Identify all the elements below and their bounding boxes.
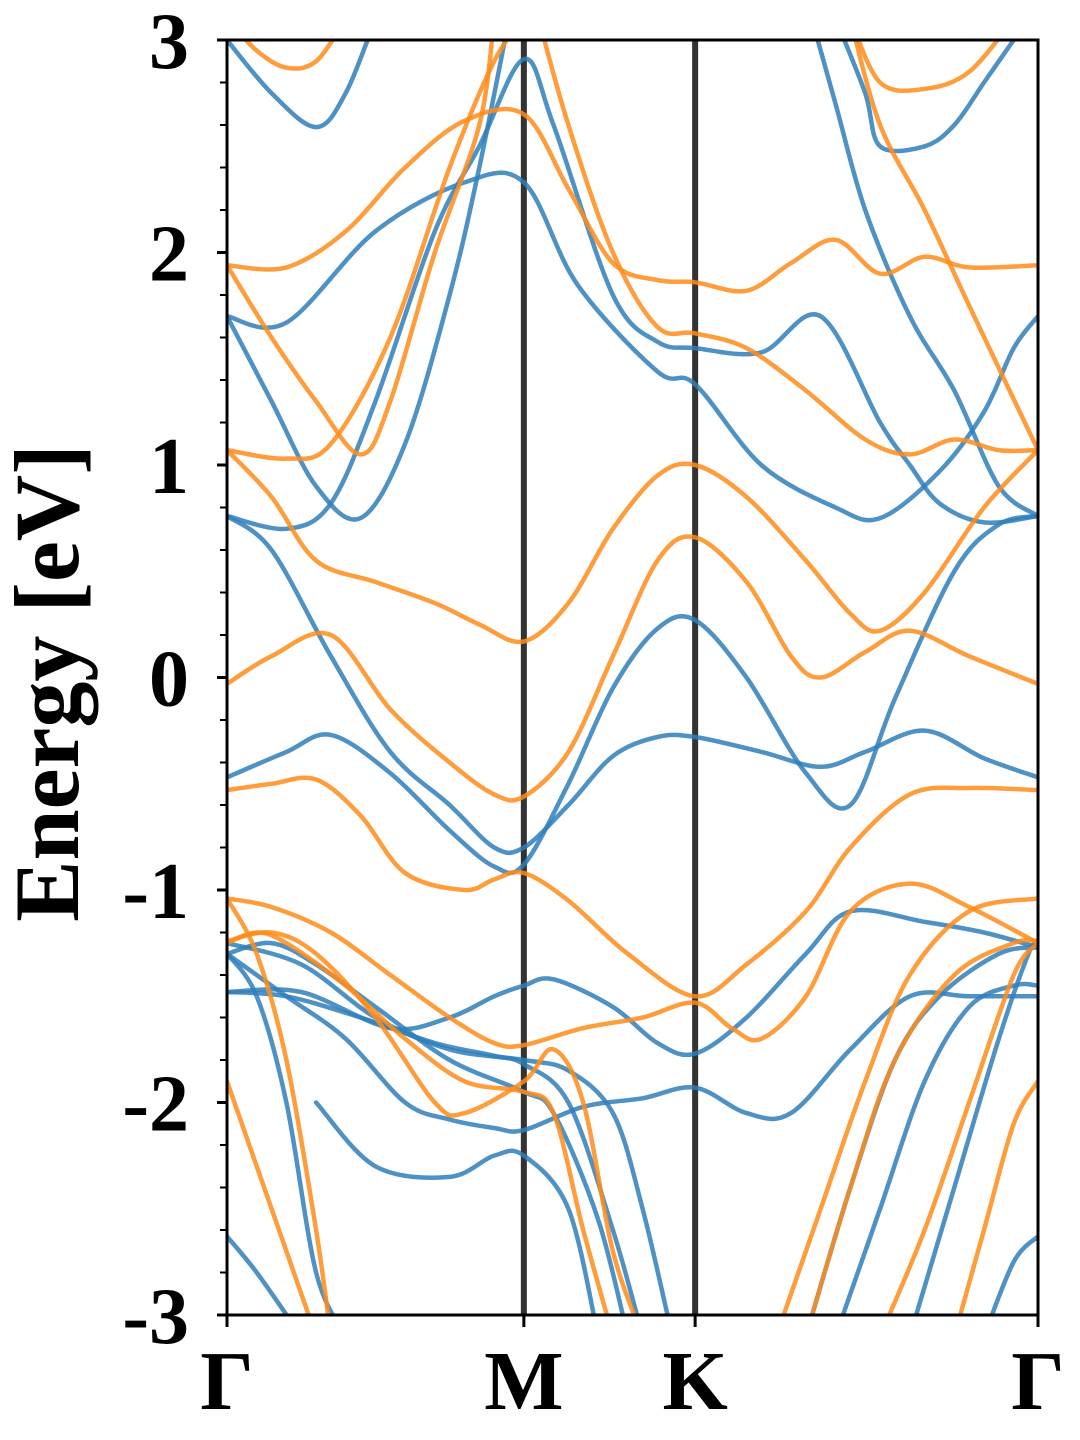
band-line-spin-a-15 (840, 981, 1038, 1315)
band-line-spin-b-29 (227, 775, 1038, 999)
band-line-spin-b-33 (227, 896, 331, 1315)
band-line-spin-b-30 (227, 881, 1038, 1049)
band-line-spin-a-8 (227, 989, 640, 1315)
x-tick-label-1: M (484, 1335, 563, 1428)
band-line-spin-b-24 (542, 40, 1038, 457)
band-line-spin-a-3 (227, 40, 508, 522)
band-line-spin-a-7 (227, 940, 626, 1315)
band-line-spin-b-36 (809, 937, 1038, 1315)
band-line-spin-b-31 (227, 929, 637, 1315)
band-line-spin-b-38 (957, 1079, 1038, 1315)
band-line-spin-a-13 (313, 1100, 597, 1315)
band-curves (227, 40, 1038, 1315)
band-line-spin-a-1 (227, 170, 1038, 523)
band-line-spin-a-0 (227, 40, 370, 130)
y-tick-label: -2 (122, 1061, 189, 1149)
y-axis-label: Energy [eV] (0, 444, 98, 922)
band-line-spin-a-18 (841, 40, 1016, 154)
band-line-spin-a-19 (815, 40, 1038, 519)
band-line-spin-a-5 (227, 513, 1038, 876)
band-line-spin-a-17 (989, 1234, 1038, 1315)
y-tick-label: 1 (149, 423, 189, 511)
band-line-spin-b-21 (227, 106, 1038, 294)
band-line-spin-b-28 (227, 534, 1038, 803)
band-line-spin-b-25 (856, 40, 1001, 93)
x-tick-label-3: Γ (1011, 1335, 1064, 1428)
y-tick-label: 3 (149, 0, 189, 86)
y-tick-label: -3 (122, 1273, 189, 1361)
band-line-spin-a-9 (227, 951, 1038, 1134)
band-line-spin-a-10 (227, 907, 1038, 1058)
band-line-spin-b-22 (227, 40, 510, 462)
high-symmetry-lines (520, 40, 699, 1315)
band-line-spin-a-11 (227, 951, 336, 1315)
band-line-spin-b-26 (853, 40, 1038, 453)
y-tick-label: -1 (122, 848, 189, 936)
band-line-spin-b-27 (227, 447, 1038, 645)
band-line-spin-b-34 (227, 1079, 312, 1315)
band-line-spin-b-32 (227, 930, 610, 1315)
x-tick-label-2: K (662, 1335, 727, 1428)
band-line-spin-a-6 (227, 940, 670, 1315)
y-axis-ticks: -3 -2 -1 0 1 2 3 (122, 0, 227, 1361)
x-tick-label-0: Γ (200, 1335, 253, 1428)
y-tick-label: 2 (149, 211, 189, 299)
band-line-spin-b-35 (781, 896, 1038, 1315)
band-line-spin-a-12 (227, 1234, 290, 1315)
band-line-spin-b-37 (886, 940, 1038, 1315)
y-tick-label: 0 (149, 636, 189, 724)
band-line-spin-b-23 (227, 40, 495, 457)
